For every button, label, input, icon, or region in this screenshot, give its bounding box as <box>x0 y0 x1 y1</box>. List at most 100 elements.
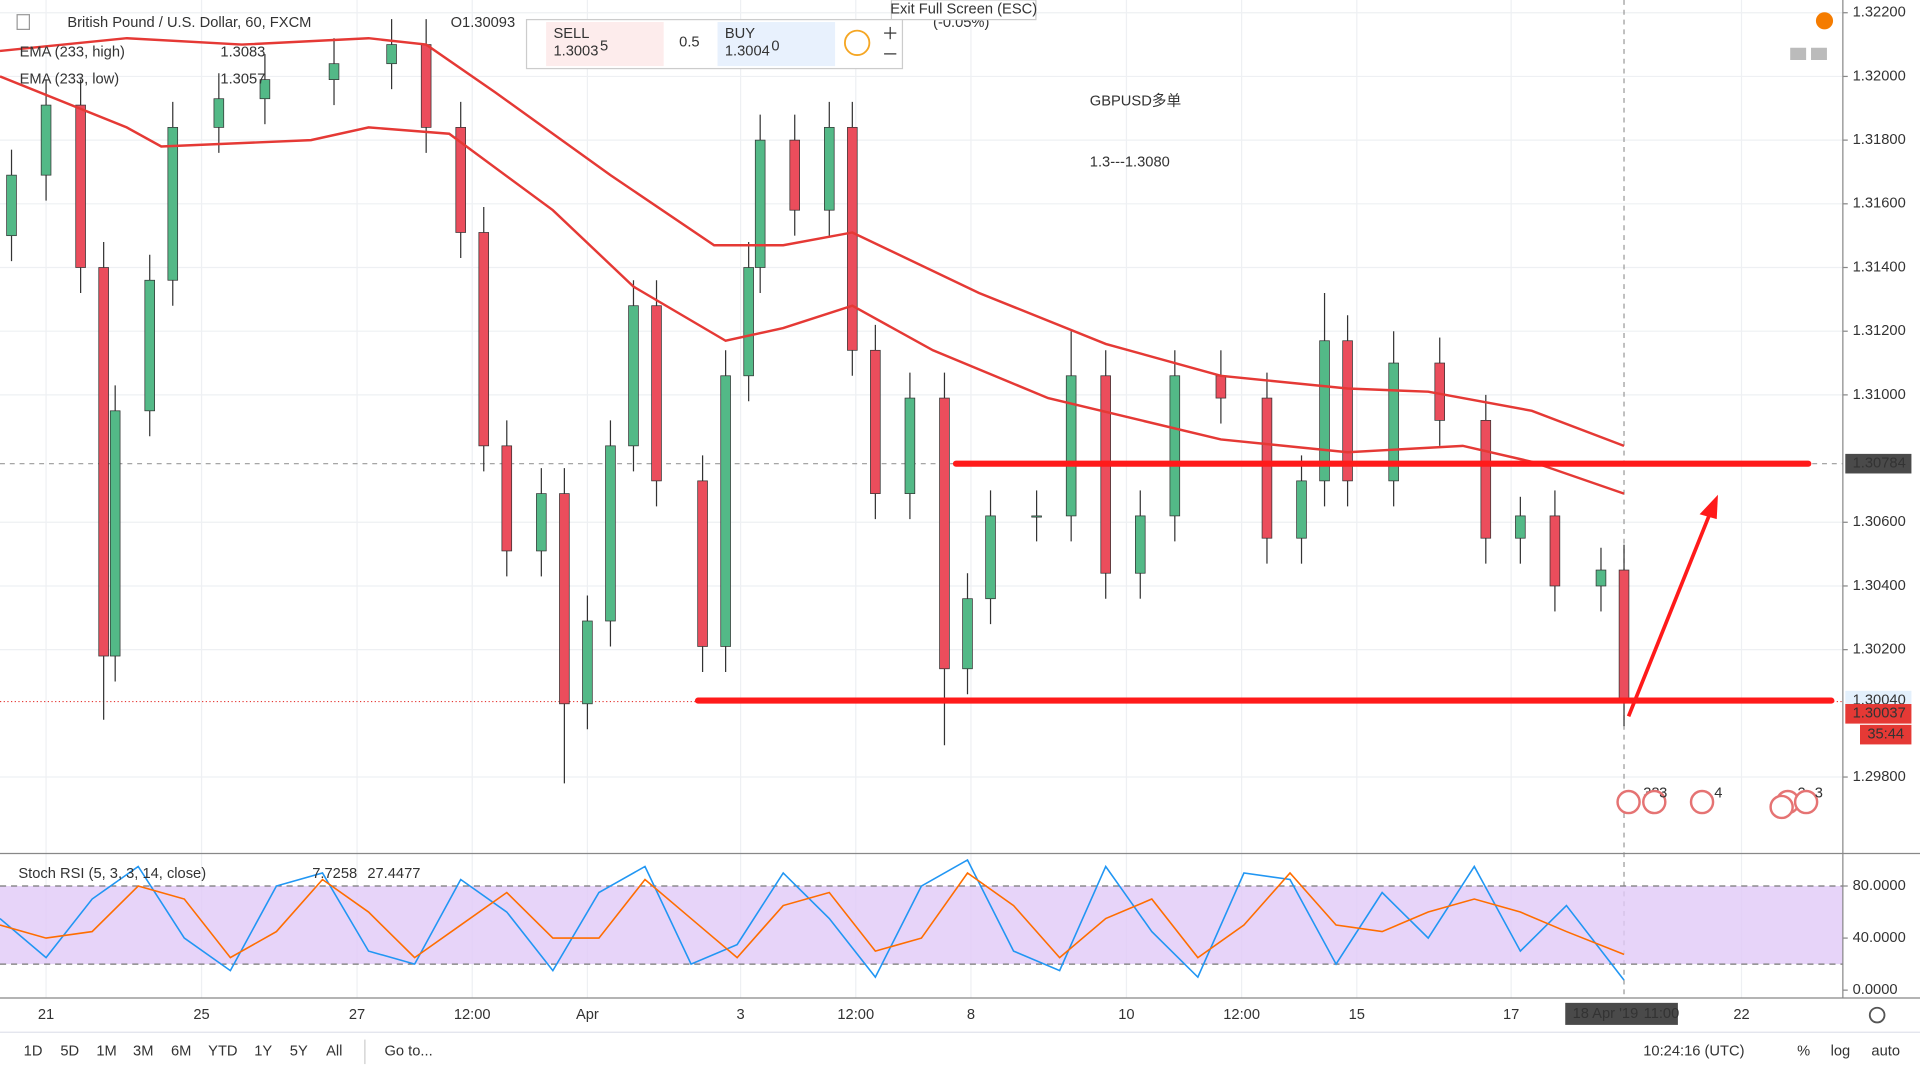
buy-price-sup[interactable]: 0 <box>771 38 779 54</box>
auto-toggle[interactable]: auto <box>1871 1044 1900 1060</box>
candle-body <box>536 493 547 552</box>
range-button[interactable]: 3M <box>133 1044 153 1060</box>
range-button[interactable]: 6M <box>171 1044 191 1060</box>
candle-body <box>985 515 996 600</box>
buy-price[interactable]: 1.3004 <box>725 43 770 59</box>
candle-body <box>559 493 570 705</box>
clock: 10:24:16 (UTC) <box>1643 1044 1744 1060</box>
countdown-box <box>1860 724 1912 745</box>
range-button[interactable]: 5D <box>60 1044 79 1060</box>
range-button[interactable]: 1Y <box>254 1044 272 1060</box>
candle-body <box>386 44 397 65</box>
candle-body <box>1169 375 1181 517</box>
event-count[interactable]: 3 <box>1659 785 1667 801</box>
ema-line <box>0 75 1625 495</box>
candle-body <box>455 127 466 233</box>
x-tick-label: 12:00 <box>454 1007 491 1023</box>
event-badge[interactable] <box>1642 789 1667 815</box>
exit-fullscreen[interactable]: Exit Full Screen (ESC) <box>890 2 1037 18</box>
crosshair-time: 11:00 <box>1644 1006 1680 1022</box>
ema-line <box>0 36 1625 447</box>
alert-icon[interactable] <box>1815 12 1834 30</box>
candle-body <box>904 397 916 494</box>
arrow-shaft <box>1626 511 1713 718</box>
candle-body <box>720 375 731 647</box>
x-tick-label: 10 <box>1118 1007 1134 1023</box>
candle-body <box>1296 480 1307 539</box>
band-fill <box>0 886 1843 965</box>
sell-label[interactable]: SELL <box>553 26 589 42</box>
last-price-label: 1.30037 <box>1853 706 1906 722</box>
candle-body <box>1031 515 1042 518</box>
y-tick-label: 1.32000 <box>1853 68 1906 84</box>
legend-value: 1.3083 <box>220 45 265 61</box>
sell-price-sup[interactable]: 5 <box>600 38 608 54</box>
candle-body <box>213 98 225 128</box>
candle-body <box>1135 515 1146 574</box>
candle-body <box>1480 419 1492 539</box>
settings-icon[interactable] <box>1868 1006 1886 1024</box>
candle-body <box>1388 362 1399 482</box>
x-tick-label: 22 <box>1733 1007 1749 1023</box>
x-tick-label: Apr <box>576 1007 599 1023</box>
stoch-line <box>0 858 1625 981</box>
y-tick-label: 1.32200 <box>1853 5 1906 21</box>
x-tick-label: 15 <box>1349 1007 1365 1023</box>
event-badge[interactable] <box>1689 789 1715 815</box>
candle-body <box>1100 375 1111 574</box>
y-tick-label: 1.31200 <box>1853 323 1906 339</box>
range-button[interactable]: YTD <box>208 1044 237 1060</box>
event-count[interactable]: 4 <box>1714 785 1722 801</box>
candle-body <box>847 127 858 351</box>
candle-body <box>109 410 121 657</box>
candle-body <box>754 139 766 268</box>
candle-body <box>1515 515 1526 539</box>
ohlc: O1.30093 <box>451 15 516 31</box>
percent-toggle[interactable]: % <box>1797 1044 1810 1060</box>
candle-body <box>1618 569 1630 701</box>
candle-body <box>1434 362 1445 421</box>
collapse-icon[interactable] <box>1790 47 1807 60</box>
candle-body <box>167 127 179 281</box>
candle-body <box>824 127 835 211</box>
candle-body <box>697 480 708 647</box>
x-tick-label: 25 <box>193 1007 209 1023</box>
spread: 0.5 <box>679 35 699 51</box>
range-button[interactable]: 1D <box>24 1044 43 1060</box>
legend-value: 7.7258 <box>312 866 357 882</box>
x-tick-label: 3 <box>737 1007 745 1023</box>
legend-value: 1.3057 <box>220 71 265 87</box>
range-button[interactable]: 1M <box>96 1044 116 1060</box>
buy-button[interactable] <box>717 22 836 67</box>
expand-icon[interactable] <box>1811 47 1827 60</box>
event-badge[interactable] <box>1793 789 1819 815</box>
y-tick-label: 1.31000 <box>1853 387 1906 403</box>
annotation: GBPUSD多单 <box>1090 93 1181 110</box>
range-button[interactable]: 5Y <box>290 1044 308 1060</box>
sell-button[interactable] <box>546 22 664 67</box>
arrow-head <box>1699 494 1718 520</box>
candle-body <box>789 139 800 211</box>
candle-body <box>328 63 340 80</box>
countdown: 35:44 <box>1867 727 1904 743</box>
sell-price[interactable]: 1.3003 <box>553 43 598 59</box>
x-tick-label: 12:00 <box>837 1007 874 1023</box>
log-toggle[interactable]: log <box>1831 1044 1851 1060</box>
symbol-title: British Pound / U.S. Dollar, 60, FXCM <box>67 15 311 31</box>
event-badge[interactable] <box>1769 794 1794 820</box>
range-button[interactable]: All <box>326 1044 342 1060</box>
x-tick-label: 27 <box>349 1007 365 1023</box>
marks-layer <box>0 19 1835 981</box>
candle-body <box>962 598 973 670</box>
info-icon[interactable] <box>843 29 871 57</box>
exit-fullscreen-button[interactable] <box>890 0 1037 21</box>
candle-body <box>605 445 616 622</box>
indicator-title: Stoch RSI (5, 3, 3, 14, close) <box>18 866 206 882</box>
annotation: 1.3---1.3080 <box>1090 155 1170 171</box>
event-badge[interactable] <box>1616 789 1641 815</box>
event-count[interactable]: 3 <box>1815 785 1823 801</box>
goto-button[interactable]: Go to... <box>384 1044 432 1060</box>
buy-label[interactable]: BUY <box>725 26 755 42</box>
